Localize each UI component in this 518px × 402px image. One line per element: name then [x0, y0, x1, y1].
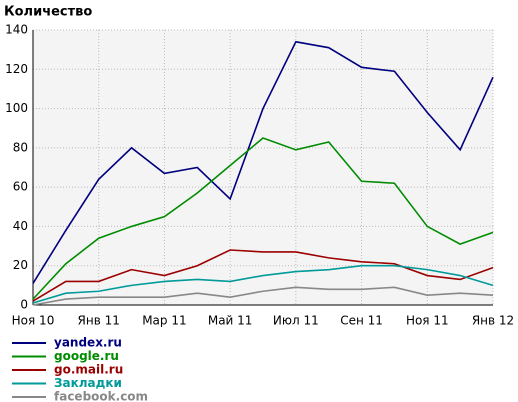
- series-line: [32, 264, 494, 304]
- x-tick-label: Ноя 10: [12, 314, 55, 328]
- x-tick-label: Янв 12: [472, 314, 514, 328]
- y-tick-label: 0: [20, 298, 28, 312]
- chart-title: Количество: [4, 5, 92, 20]
- legend-label: facebook.com: [54, 390, 148, 402]
- x-tick-label: Мар 11: [142, 314, 186, 328]
- series-line: [32, 40, 494, 284]
- y-tick-label: 40: [13, 219, 28, 233]
- x-tick-label: Ноя 11: [406, 314, 449, 328]
- x-tick-label: Май 11: [208, 314, 253, 328]
- series-line: [32, 137, 494, 300]
- y-tick-label: 80: [13, 140, 28, 154]
- y-tick-label: 100: [5, 101, 28, 115]
- legend-label: google.ru: [54, 349, 119, 363]
- x-tick-label: Июл 11: [273, 314, 319, 328]
- plot-area: [33, 30, 493, 305]
- legend-label: go.mail.ru: [54, 363, 123, 377]
- legend-label: Закладки: [54, 376, 122, 390]
- y-tick-label: 140: [5, 23, 28, 37]
- x-tick-label: Сен 11: [340, 314, 383, 328]
- series-line: [32, 249, 494, 302]
- y-tick-label: 20: [13, 258, 28, 272]
- series-line: [32, 286, 494, 306]
- x-tick-label: Янв 11: [78, 314, 120, 328]
- legend-label: yandex.ru: [54, 336, 122, 350]
- y-tick-label: 60: [13, 180, 28, 194]
- y-tick-label: 120: [5, 62, 28, 76]
